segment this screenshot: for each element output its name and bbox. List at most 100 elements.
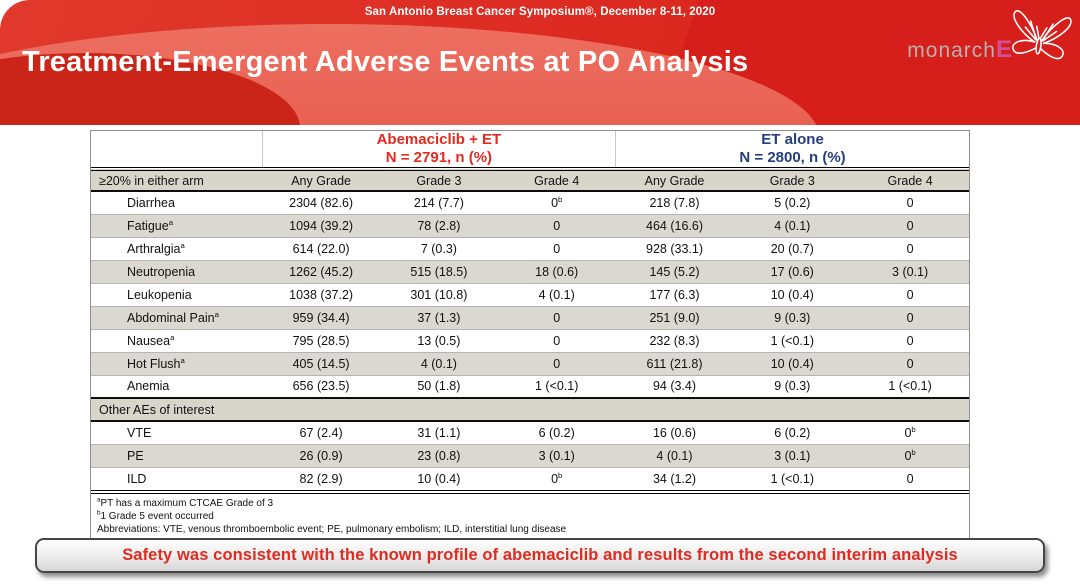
- value-cell: 0b: [904, 424, 916, 440]
- butterfly-icon: [1012, 9, 1072, 60]
- ae-table: Abemaciclib + ET N = 2791, n (%) ET alon…: [90, 130, 970, 542]
- value-cell: 4 (0.1): [380, 351, 498, 375]
- value-cell: 0: [497, 236, 616, 260]
- value-cell: 0b: [851, 443, 969, 467]
- value-cell: 37 (1.3): [380, 305, 498, 329]
- value-cell: 1 (<0.1): [733, 466, 852, 490]
- value-cell: 464 (16.6): [615, 213, 734, 237]
- column-header: Any Grade: [262, 169, 380, 192]
- value-cell: 1262 (45.2): [262, 259, 380, 283]
- value-cell: 0: [851, 282, 969, 306]
- footnote: b1 Grade 5 event occurred: [97, 509, 214, 523]
- table-row: Neutropenia 1262 (45.2) 515 (18.5) 18 (0.6)…: [91, 259, 969, 283]
- table-row: Nauseaa 795 (28.5) 13 (0.5) 0 232 (8.3) 1 (<0…: [91, 328, 969, 352]
- ae-name-cell: PE: [91, 443, 263, 467]
- value-cell: 214 (7.7): [413, 195, 464, 210]
- value-cell: 13 (0.5): [380, 328, 498, 352]
- value-cell: 9 (0.3): [733, 374, 852, 398]
- value-cell: 31 (1.1): [417, 425, 461, 440]
- value-cell: 0: [851, 351, 969, 375]
- value-cell: 0b: [497, 466, 616, 490]
- logo-monarch-text: monarch: [907, 39, 996, 62]
- treatment-header-row: Abemaciclib + ET N = 2791, n (%) ET alon…: [91, 131, 969, 171]
- abemaciclib-n: N = 2791, n (%): [385, 149, 493, 166]
- value-cell: 656 (23.5): [262, 374, 380, 398]
- column-header-row: ≥20% in either arm Any Grade Grade 3 Gra…: [91, 169, 969, 192]
- page-title: Treatment-Emergent Adverse Events at PO …: [22, 46, 749, 78]
- value-cell: 4 (0.1): [615, 443, 734, 467]
- value-cell: 0: [497, 305, 616, 329]
- value-cell: 9 (0.3): [733, 305, 852, 329]
- et-alone-label: ET alone: [761, 131, 824, 148]
- value-cell: 6 (0.2): [774, 425, 811, 440]
- footnote: aPT has a maximum CTCAE Grade of 3: [97, 496, 274, 509]
- table-row: Diarrhea 2304 (82.6) 214 (7.7) 0b 218 (7.8) 5…: [91, 191, 969, 214]
- logo-e-text: E: [995, 36, 1012, 63]
- column-header: Grade 4: [497, 169, 616, 192]
- value-cell: 23 (0.8): [380, 443, 498, 467]
- value-cell: 18 (0.6): [497, 259, 616, 283]
- other-rows: VTE 67 (2.4) 31 (1.1) 6 (0.2) 16 (0.6) 6 (0.2…: [91, 421, 969, 490]
- table-row: Abdominal Paina 959 (34.4) 37 (1.3) 0 251 (9…: [91, 305, 969, 329]
- value-cell: 10 (0.4): [733, 351, 852, 375]
- column-header: ≥20% in either arm: [91, 169, 263, 192]
- table-row: Anemia 656 (23.5) 50 (1.8) 1 (<0.1) 94 (3.4)…: [91, 374, 969, 398]
- value-cell: 17 (0.6): [733, 259, 852, 283]
- safety-banner: Safety was consistent with the known pro…: [35, 538, 1045, 573]
- value-cell: 3 (0.1): [733, 443, 852, 467]
- value-cell: 4 (0.1): [733, 213, 852, 237]
- ae-name-cell: ILD: [91, 466, 263, 490]
- ae-name-cell: Fatiguea: [91, 213, 263, 237]
- value-cell: 0: [851, 328, 969, 352]
- value-cell: 10 (0.4): [733, 282, 852, 306]
- value-cell: 0: [851, 213, 969, 237]
- value-cell: 0: [906, 195, 914, 210]
- value-cell: 177 (6.3): [615, 282, 734, 306]
- section-header-row: Other AEs of interest: [91, 397, 969, 422]
- column-header: Any Grade: [615, 169, 734, 192]
- value-cell: 7 (0.3): [380, 236, 498, 260]
- value-cell: 0: [851, 236, 969, 260]
- value-cell: 0: [851, 305, 969, 329]
- footnote: Abbreviations: VTE, venous thromboemboli…: [97, 524, 567, 536]
- ae-name-cell: Neutropenia: [91, 259, 263, 283]
- safety-banner-text: Safety was consistent with the known pro…: [122, 546, 958, 564]
- value-cell: 145 (5.2): [615, 259, 734, 283]
- value-cell: 34 (1.2): [615, 466, 734, 490]
- value-cell: 795 (28.5): [262, 328, 380, 352]
- value-cell: 0: [851, 466, 969, 490]
- value-cell: 614 (22.0): [262, 236, 380, 260]
- column-header: Grade 3: [733, 169, 852, 192]
- ae-name-cell: Arthralgiaa: [91, 236, 263, 260]
- header-banner: San Antonio Breast Cancer Symposium®, De…: [0, 0, 1080, 125]
- section-header-label: Other AEs of interest: [91, 397, 969, 422]
- abemaciclib-group-header: Abemaciclib + ET N = 2791, n (%): [262, 131, 617, 171]
- value-cell: 515 (18.5): [380, 259, 498, 283]
- et-alone-group-header: ET alone N = 2800, n (%): [615, 131, 969, 171]
- value-cell: 5 (0.2): [774, 195, 811, 210]
- value-cell: 3 (0.1): [851, 259, 969, 283]
- value-cell: 67 (2.4): [299, 425, 343, 440]
- value-cell: 2304 (82.6): [289, 195, 354, 210]
- value-cell: 232 (8.3): [615, 328, 734, 352]
- symposium-text: San Antonio Breast Cancer Symposium®, De…: [364, 6, 716, 18]
- value-cell: 0: [497, 213, 616, 237]
- value-cell: 251 (9.0): [615, 305, 734, 329]
- ae-name-cell: Diarrhea: [127, 195, 175, 210]
- value-cell: 94 (3.4): [615, 374, 734, 398]
- value-cell: 6 (0.2): [538, 425, 575, 440]
- ae-name-cell: Abdominal Paina: [91, 305, 263, 329]
- value-cell: 611 (21.8): [615, 351, 734, 375]
- abemaciclib-label: Abemaciclib + ET: [376, 131, 502, 148]
- value-cell: 0b: [551, 194, 563, 210]
- value-cell: 1 (<0.1): [733, 328, 852, 352]
- column-header: Grade 4: [851, 169, 969, 192]
- value-cell: 218 (7.8): [649, 195, 700, 210]
- value-cell: 82 (2.9): [262, 466, 380, 490]
- value-cell: 959 (34.4): [262, 305, 380, 329]
- ae-name-cell: VTE: [127, 425, 152, 440]
- value-cell: 16 (0.6): [652, 425, 697, 440]
- column-header: Grade 3: [380, 169, 498, 192]
- et-alone-n: N = 2800, n (%): [739, 149, 846, 166]
- table-row: VTE 67 (2.4) 31 (1.1) 6 (0.2) 16 (0.6) 6 (0.2…: [91, 421, 969, 444]
